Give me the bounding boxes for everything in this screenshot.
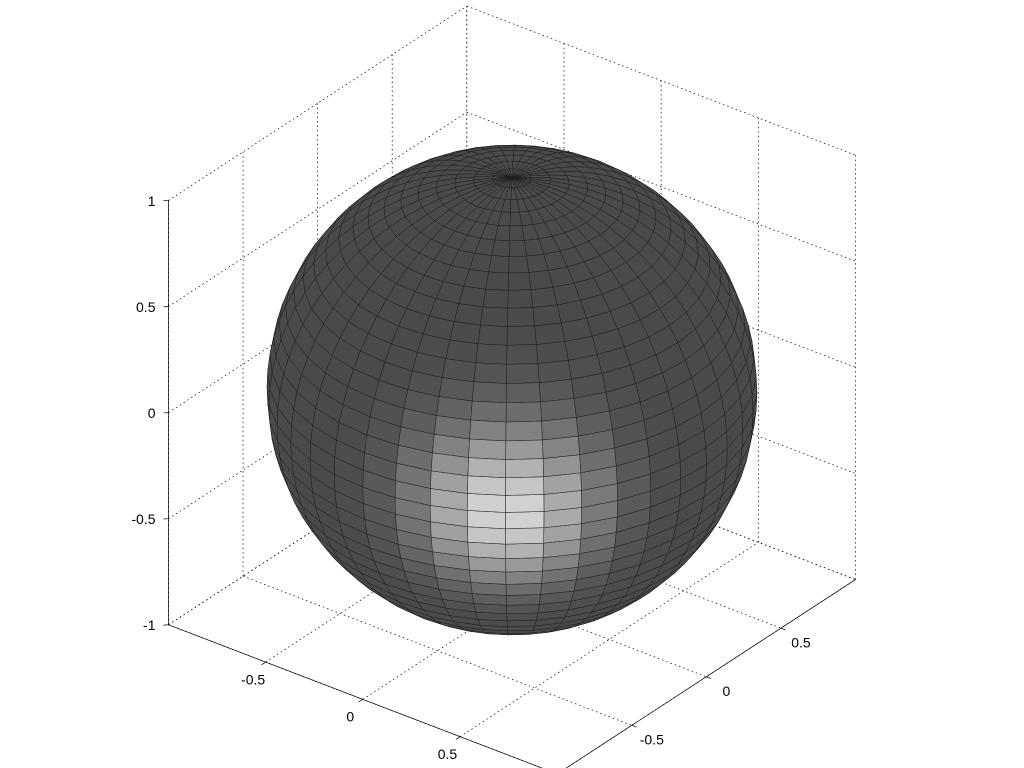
tick-label: 0 (346, 709, 354, 725)
tick-label: 0 (722, 683, 730, 699)
tick-label: -0.5 (131, 511, 155, 527)
tick-label: -1 (143, 617, 156, 633)
tick-label: 0 (148, 405, 156, 421)
tick-label: 1 (148, 193, 156, 209)
tick-label: 0.5 (791, 635, 811, 651)
tick-label: -0.5 (640, 732, 664, 748)
tick-label: 0.5 (438, 746, 458, 762)
sphere-surface (267, 145, 757, 635)
tick-label: 0.5 (136, 299, 156, 315)
sphere-3d-plot: -1 -0.5 0 0.5 1 -0.5 0 0.5 -0.5 0 0.5 (0, 0, 1024, 768)
tick-label: -0.5 (241, 671, 265, 687)
